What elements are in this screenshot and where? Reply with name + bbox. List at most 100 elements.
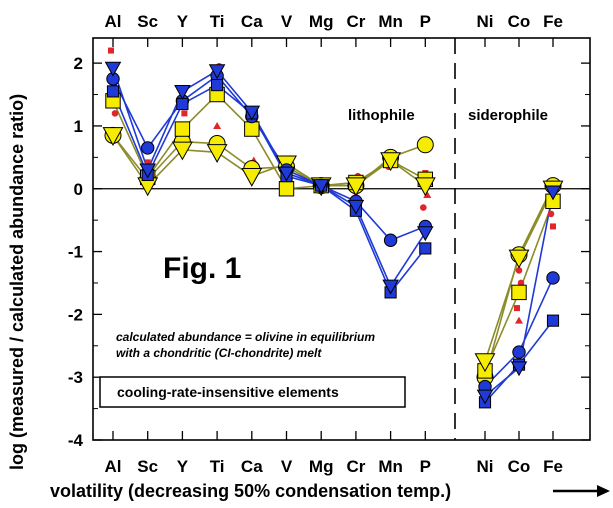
x-tick-label-top: Cr [346, 12, 365, 31]
series-line-left [112, 93, 426, 190]
red-circle-point [420, 204, 427, 211]
y-tick-label: -4 [68, 431, 84, 450]
note-line-1: calculated abundance = olivine in equili… [116, 330, 375, 344]
x-tick-label: Co [508, 457, 531, 476]
triangle-down-marker [278, 166, 295, 182]
x-tick-label-top: Mg [309, 12, 334, 31]
y-tick-label: -2 [68, 305, 83, 324]
x-tick-label-top: Mn [378, 12, 403, 31]
red-square-point [181, 110, 188, 117]
chart-text: Fig. 1 lithophile siderophile calculated… [7, 94, 610, 501]
triangle-down-marker [417, 226, 434, 242]
triangle-down-marker [476, 389, 494, 405]
x-tick-label-top: Y [177, 12, 189, 31]
x-tick-label-top: Fe [543, 12, 563, 31]
red-square-point [108, 47, 114, 54]
x-tick-label-top: V [281, 12, 293, 31]
y-tick-label: 1 [74, 117, 83, 136]
square-marker [106, 85, 120, 98]
x-tick-label: Y [177, 457, 189, 476]
x-tick-label-top: Al [105, 12, 122, 31]
x-tick-label: Mn [378, 457, 403, 476]
triangle-down-marker [380, 152, 402, 172]
series-line-left [112, 84, 426, 294]
square-marker [244, 121, 260, 137]
triangle-down-marker [206, 144, 228, 163]
triangle-down-marker [544, 185, 562, 201]
triangle-down-marker [243, 105, 261, 121]
x-tick-label: Ti [210, 457, 225, 476]
x-axis-label: volatility (decreasing 50% condensation … [50, 481, 451, 501]
triangle-down-marker [345, 177, 367, 197]
boxed-note-frame [99, 376, 406, 408]
boxed-note-text: cooling-rate-insensitive elements [117, 384, 339, 400]
square-marker [174, 121, 191, 137]
triangle-down-marker [508, 249, 530, 269]
circle-marker [512, 345, 526, 359]
series-markers [102, 47, 564, 409]
x-tick-label: P [420, 457, 431, 476]
x-tick-label: Sc [137, 457, 158, 476]
red-triangle-point [423, 191, 432, 199]
triangle-down-marker [474, 353, 496, 373]
group-label-siderophile: siderophile [468, 107, 548, 124]
triangle-down-marker [382, 279, 399, 295]
chart-frame: -4 -3 -2 -1 0 1 2 Al Al Sc Sc Y Y Ti Ti Ca Ca V V Mg Mg Cr Cr M… [68, 12, 591, 476]
red-square-point [514, 305, 520, 312]
note-line-2: with a chondritic (CI-chondrite) melt [116, 346, 322, 360]
red-circle-point [111, 110, 119, 117]
circle-marker [383, 233, 398, 247]
red-triangle-point [213, 121, 222, 129]
triangle-down-marker [347, 199, 365, 215]
x-tick-label: Al [105, 457, 122, 476]
y-tick-label: 0 [74, 180, 83, 199]
square-marker [278, 181, 295, 197]
square-marker [211, 79, 224, 92]
triangle-down-marker [104, 61, 122, 77]
red-circle-point [547, 210, 555, 218]
triangle-down-marker [102, 127, 124, 146]
circle-marker [416, 136, 434, 154]
circle-marker [546, 271, 560, 285]
triangle-down-marker [139, 163, 156, 179]
red-circle-point [515, 267, 523, 274]
series-line-left [112, 134, 426, 187]
x-tick-label-top: Co [508, 12, 531, 31]
x-tick-label: Ca [241, 457, 263, 476]
y-tick-label: -3 [68, 368, 83, 387]
y-axis-label: log (measured / calculated abundance rat… [7, 94, 27, 470]
x-tick-label: Cr [346, 457, 365, 476]
group-label-lithophile: lithophile [348, 107, 415, 124]
square-marker [419, 242, 432, 255]
triangle-down-marker [174, 84, 191, 100]
triangle-down-marker [510, 361, 528, 377]
y-tick-label: 2 [74, 54, 83, 73]
x-tick-label-top: Ca [241, 12, 263, 31]
red-circle-point [517, 279, 525, 287]
series-line-left [112, 67, 426, 288]
series-line-right [484, 188, 554, 362]
square-marker [176, 97, 189, 111]
y-tick-label: -1 [68, 243, 83, 262]
x-tick-label: Mg [309, 457, 334, 476]
figure-title: Fig. 1 [163, 252, 241, 285]
red-triangle-point [515, 316, 523, 324]
x-tick-label: Fe [543, 457, 563, 476]
x-tick-label-top: Ni [477, 12, 494, 31]
x-tick-label-top: Ti [210, 12, 225, 31]
triangle-down-marker [414, 177, 436, 197]
triangle-down-marker [241, 168, 263, 187]
x-tick-label: V [281, 457, 293, 476]
square-marker [546, 314, 560, 327]
x-tick-label-top: P [420, 12, 431, 31]
x-axis-arrow [553, 485, 610, 497]
x-tick-label-top: Sc [137, 12, 158, 31]
plot-frame [92, 37, 591, 441]
red-square-point [144, 159, 151, 166]
triangle-down-marker [171, 141, 193, 161]
square-marker [511, 284, 527, 301]
circle-marker [141, 141, 155, 155]
x-tick-label: Ni [477, 457, 494, 476]
red-square-point [550, 223, 556, 230]
